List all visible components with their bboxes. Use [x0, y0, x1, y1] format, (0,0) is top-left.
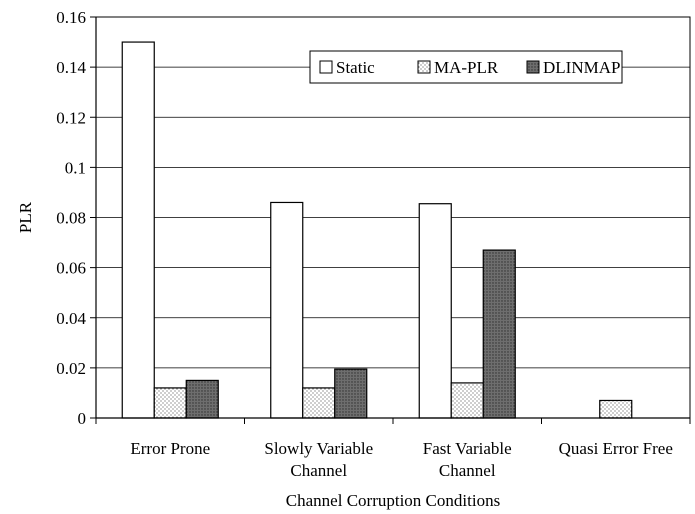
- bar-dlinmap-0: [185, 379, 219, 419]
- legend-label: MA-PLR: [434, 58, 499, 77]
- bar-ma-plr-3: [599, 399, 633, 419]
- y-tick-label: 0.1: [65, 158, 86, 177]
- axes: [90, 16, 691, 424]
- bar-static-0: [121, 41, 155, 419]
- legend-swatch: [417, 60, 431, 74]
- y-tick-label: 0: [78, 409, 87, 428]
- legend: Static MA-PLR DLINMAP: [309, 50, 623, 84]
- y-tick-label: 0.16: [56, 8, 86, 27]
- x-category-label: Channel: [439, 461, 496, 480]
- bar-dlinmap-2: [482, 249, 516, 419]
- axis-labels: 0 0.02 0.04 0.06 0.08 0.1 0.12 0.14 0.16 Error Pr…: [16, 8, 673, 510]
- bars: [121, 41, 633, 419]
- legend-swatch: [526, 60, 540, 74]
- grid-lines: [96, 66, 690, 369]
- y-axis-title: PLR: [16, 201, 35, 233]
- y-tick-label: 0.08: [56, 209, 86, 228]
- bar-static-1: [270, 201, 304, 419]
- y-tick-label: 0.12: [56, 108, 86, 127]
- legend-box: [309, 50, 623, 84]
- bar-static-2: [418, 203, 452, 419]
- x-category-label: Slowly Variable: [264, 439, 373, 458]
- x-category-label: Quasi Error Free: [559, 439, 673, 458]
- y-tick-label: 0.04: [56, 309, 86, 328]
- bar-ma-plr-0: [153, 387, 187, 419]
- x-category-label: Channel: [290, 461, 347, 480]
- x-category-label: Fast Variable: [423, 439, 512, 458]
- legend-swatch: [319, 60, 333, 74]
- y-tick-label: 0.06: [56, 259, 86, 278]
- x-axis-title: Channel Corruption Conditions: [286, 491, 500, 510]
- y-tick-label: 0.02: [56, 359, 86, 378]
- legend-label: DLINMAP: [543, 58, 620, 77]
- x-category-label: Error Prone: [130, 439, 210, 458]
- y-tick-label: 0.14: [56, 58, 86, 77]
- legend-label: Static: [336, 58, 375, 77]
- bar-dlinmap-1: [334, 368, 368, 419]
- bar-ma-plr-1: [302, 387, 336, 419]
- bar-ma-plr-2: [450, 382, 484, 419]
